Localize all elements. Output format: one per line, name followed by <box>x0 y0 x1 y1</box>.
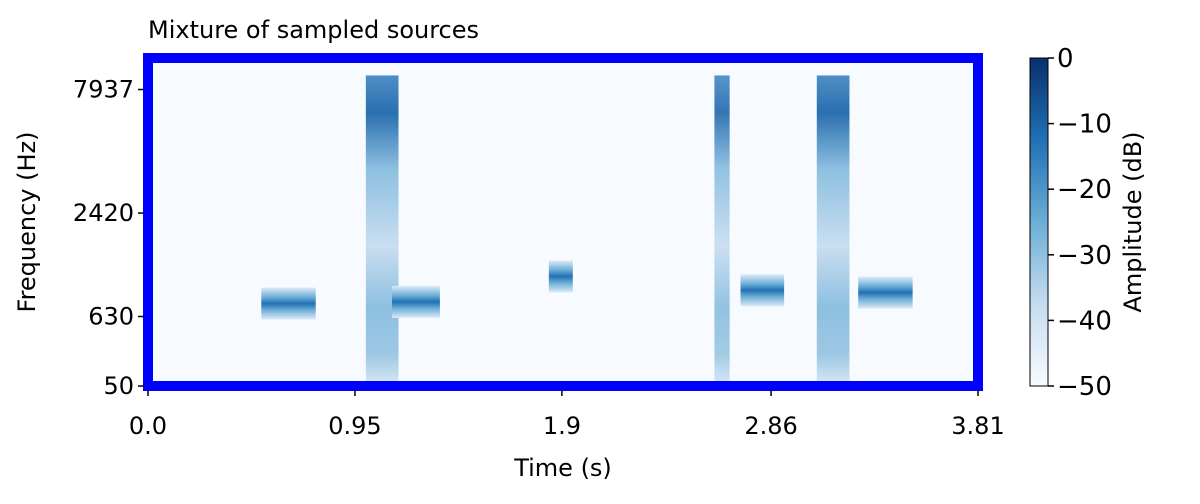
plot-area <box>143 53 983 391</box>
tone-band-1 <box>261 287 316 320</box>
colorbar-ticks: 0 −10 −20 −30 −40 −50 <box>1048 44 1112 402</box>
colorbar-tick-label: 0 <box>1057 44 1074 74</box>
chart-title: Mixture of sampled sources <box>148 16 479 44</box>
x-axis-label: Time (s) <box>513 454 612 482</box>
tone-band-4 <box>548 260 573 293</box>
colorbar: 0 −10 −20 −30 −40 −50 Amplitude (dB) <box>1029 44 1147 402</box>
broadband-burst-2 <box>365 75 399 386</box>
x-tick-label: 3.81 <box>951 412 1004 440</box>
tone-band-8 <box>858 276 913 309</box>
tone-band-6 <box>740 274 785 307</box>
broadband-burst-5 <box>714 75 730 386</box>
x-tick-label: 1.9 <box>543 412 581 440</box>
colorbar-tick-label: −20 <box>1057 175 1112 205</box>
plot-frame <box>143 53 983 391</box>
y-tick-label: 2420 <box>73 199 134 227</box>
y-axis: 50 630 2420 7937 <box>73 76 144 400</box>
colorbar-label: Amplitude (dB) <box>1119 131 1147 312</box>
y-tick-label: 7937 <box>73 76 134 104</box>
colorbar-tick-label: −10 <box>1057 110 1112 140</box>
y-tick-label: 630 <box>88 303 134 331</box>
x-tick-label: 0.0 <box>129 412 167 440</box>
plot-background <box>148 58 978 386</box>
x-tick-label: 0.95 <box>328 412 381 440</box>
x-tick-label: 2.86 <box>744 412 797 440</box>
tone-band-3 <box>391 285 440 318</box>
y-axis-label: Frequency (Hz) <box>13 132 41 313</box>
colorbar-tick-label: −50 <box>1057 372 1112 402</box>
colorbar-gradient <box>1029 57 1049 387</box>
colorbar-tick-label: −30 <box>1057 241 1112 271</box>
y-tick-label: 50 <box>103 372 134 400</box>
broadband-burst-7 <box>816 75 850 386</box>
colorbar-tick-label: −40 <box>1057 306 1112 336</box>
x-axis: 0.0 0.95 1.9 2.86 3.81 <box>129 390 1005 440</box>
spectrogram-marks <box>261 75 913 386</box>
